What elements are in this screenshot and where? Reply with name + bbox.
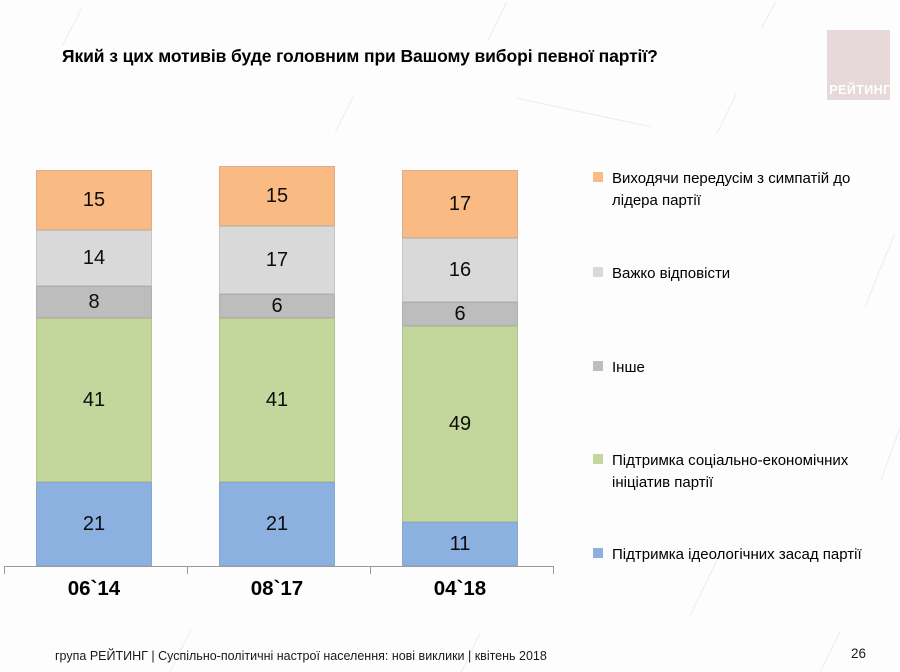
- segment-value-label: 21: [82, 512, 106, 535]
- stacked-bar-06`14: 15 14 8 41 21: [36, 170, 152, 566]
- bar-segment: 21: [219, 482, 335, 566]
- footer-source-text: група РЕЙТИНГ | Суспільно-політичні наст…: [55, 649, 547, 663]
- chart-title: Який з цих мотивів буде головним при Ваш…: [62, 46, 658, 66]
- bar-segment: 11: [402, 522, 518, 566]
- bar-segment: 8: [36, 286, 152, 318]
- bar-segment: 17: [219, 226, 335, 294]
- rating-logo-text: РЕЙТИНГ: [829, 83, 891, 97]
- stacked-bar-04`18: 17 16 6 49 11: [402, 170, 518, 566]
- bar-segment: 17: [402, 170, 518, 238]
- segment-value-label: 15: [265, 184, 289, 207]
- legend-label: Виходячи передусім з симпатій до лідера …: [612, 170, 851, 209]
- segment-value-label: 8: [88, 290, 100, 313]
- legend-label: Інше: [612, 359, 645, 376]
- legend-swatch-icon: [593, 172, 603, 182]
- segment-value-label: 17: [265, 248, 289, 271]
- stacked-bar-08`17: 15 17 6 41 21: [219, 166, 335, 566]
- x-axis-label: 04`18: [433, 577, 487, 600]
- segment-value-label: 16: [448, 258, 472, 281]
- legend-label: Підтримка ідеологічних засад партії: [612, 546, 862, 563]
- x-axis-label: 08`17: [250, 577, 304, 600]
- bar-segment: 41: [219, 318, 335, 482]
- bar-segment: 41: [36, 318, 152, 482]
- x-axis-label: 06`14: [67, 577, 121, 600]
- x-axis-line: [4, 566, 553, 567]
- bar-segment: 14: [36, 230, 152, 286]
- legend-swatch-icon: [593, 548, 603, 558]
- x-axis-tick: [553, 566, 554, 574]
- bar-segment: 15: [219, 166, 335, 226]
- legend-item: Виходячи передусім з симпатій до лідера …: [593, 168, 891, 212]
- bar-segment: 15: [36, 170, 152, 230]
- legend-swatch-icon: [593, 361, 603, 371]
- segment-value-label: 6: [454, 302, 466, 325]
- segment-value-label: 14: [82, 246, 106, 269]
- bar-segment: 16: [402, 238, 518, 302]
- x-axis-tick: [370, 566, 371, 574]
- segment-value-label: 11: [449, 532, 471, 555]
- legend-swatch-icon: [593, 267, 603, 277]
- segment-value-label: 49: [448, 412, 472, 435]
- segment-value-label: 41: [265, 388, 289, 411]
- rating-logo: РЕЙТИНГ: [827, 30, 890, 100]
- segment-value-label: 17: [448, 192, 472, 215]
- legend-item: Інше: [593, 357, 645, 379]
- legend-swatch-icon: [593, 454, 603, 464]
- bar-segment: 6: [219, 294, 335, 318]
- legend-item: Важко відповісти: [593, 263, 730, 285]
- bar-segment: 21: [36, 482, 152, 566]
- legend-label: Підтримка соціально-економічних ініціати…: [612, 452, 849, 491]
- legend-item: Підтримка соціально-економічних ініціати…: [593, 450, 891, 494]
- bar-segment: 6: [402, 302, 518, 326]
- segment-value-label: 41: [82, 388, 106, 411]
- segment-value-label: 6: [271, 294, 283, 317]
- bar-segment: 49: [402, 326, 518, 522]
- segment-value-label: 15: [82, 188, 106, 211]
- x-axis-tick: [4, 566, 5, 574]
- legend-item: Підтримка ідеологічних засад партії: [593, 544, 862, 566]
- page-number: 26: [851, 646, 867, 661]
- x-axis-tick: [187, 566, 188, 574]
- segment-value-label: 21: [265, 512, 289, 535]
- legend-label: Важко відповісти: [612, 265, 731, 282]
